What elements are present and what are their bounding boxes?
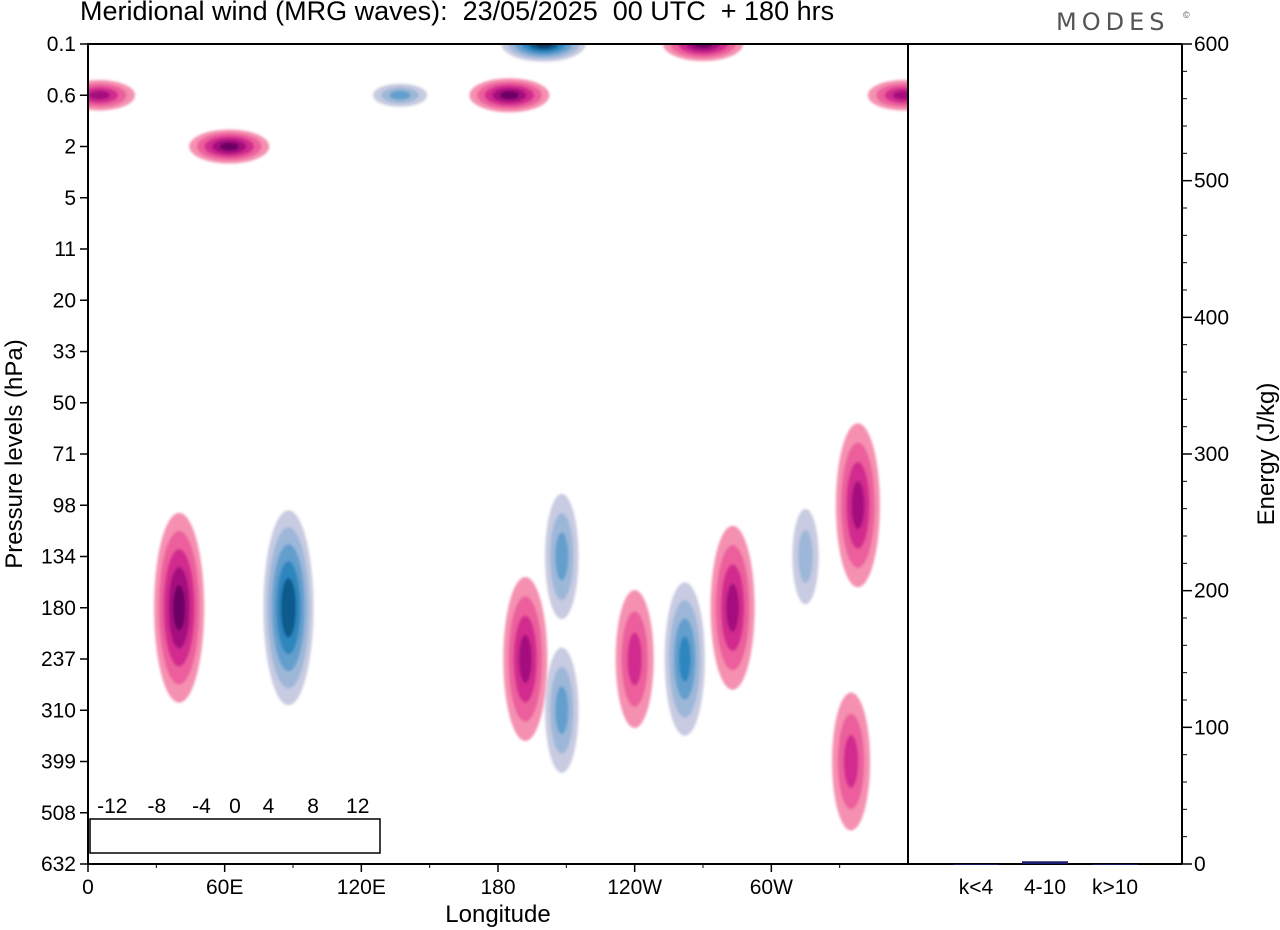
colorbar-label: -8 [148, 795, 167, 818]
energy-axis-title: Energy (J/kg) [1253, 383, 1280, 526]
colorbar-label: 0 [229, 795, 241, 818]
contour-feature [258, 493, 318, 723]
x-tick-label: 120E [337, 876, 386, 899]
contour-level [851, 481, 865, 530]
y-tick-label: 0.1 [47, 33, 76, 56]
energy-bar [1092, 864, 1138, 865]
y-tick-label: 399 [41, 751, 76, 774]
chart-title: Meridional wind (MRG waves): 23/05/2025 … [80, 0, 835, 26]
contour-feature [154, 512, 205, 703]
contour-feature [469, 78, 550, 113]
energy-bar [953, 864, 999, 865]
y-axis-title: Pressure levels (hPa) [1, 339, 28, 568]
contour-feature [835, 423, 880, 588]
heatmap-axes: 0.1 0.6 2 5 11 20 33 50 71 98 134 180 237 310 399 508 63… [1, 33, 909, 928]
contour-feature [659, 564, 710, 754]
contour-level [499, 91, 519, 100]
heatmap-frame [87, 43, 909, 865]
contour-level [726, 583, 740, 632]
energy-tick-label: 200 [1194, 580, 1229, 603]
x-tick-label: 60E [206, 876, 243, 899]
y-tick-label: 71 [53, 443, 76, 466]
energy-category-label: 4-10 [1024, 876, 1066, 899]
contour-level [892, 90, 908, 100]
y-tick-label: 310 [41, 699, 76, 722]
y-tick-label: 0.6 [47, 84, 76, 107]
contour-level [555, 686, 569, 735]
energy-bar-axes: 0 100 200 300 400 500 600 Energy (J/kg) [907, 33, 1280, 876]
y-tick-label: 50 [53, 392, 76, 415]
contour-level [173, 585, 186, 631]
contour-level [219, 142, 239, 151]
contour-level [280, 578, 297, 638]
contour-feature [494, 44, 593, 65]
colorbar-label: -4 [192, 795, 211, 818]
y-tick-label: 11 [54, 238, 76, 261]
colorbar-label: -12 [97, 795, 127, 818]
contour-feature [434, 616, 461, 702]
energy-category-label: k<4 [959, 876, 994, 899]
energy-tick-label: 0 [1194, 853, 1206, 876]
contour-field [88, 44, 908, 831]
y-tick-label: 98 [53, 494, 76, 517]
x-tick-label: 120W [607, 876, 662, 899]
contour-level [518, 634, 532, 684]
contour-feature [189, 129, 270, 164]
colorbar-label: 12 [346, 795, 369, 818]
energy-tick-label: 100 [1194, 716, 1229, 739]
contour-feature [539, 628, 584, 793]
y-tick-label: 180 [41, 597, 76, 620]
contour-feature [710, 525, 755, 690]
energy-tick-label: 300 [1194, 443, 1229, 466]
contour-level [843, 735, 859, 788]
contour-feature [832, 692, 871, 831]
colorbar: -12 -8 -4 0 4 8 12 [89, 795, 381, 854]
y-tick-label: 5 [64, 187, 76, 210]
colorbar-label: 4 [263, 795, 275, 818]
y-tick-label: 134 [41, 546, 76, 569]
colorbar-frame [89, 818, 381, 854]
energy-bars: k<4 4-10 k>10 [953, 861, 1138, 899]
brand-copyright-mark: © [1183, 10, 1190, 20]
energy-bar [1022, 861, 1068, 864]
contour-level [88, 90, 110, 100]
contour-level [627, 632, 642, 686]
brand-logo: MODES [1056, 8, 1170, 36]
x-tick-label: 180 [480, 876, 515, 899]
energy-tick-label: 500 [1194, 170, 1229, 193]
colorbar-label: 8 [307, 795, 319, 818]
contour-level [678, 636, 691, 682]
y-tick-label: 2 [64, 136, 76, 159]
contour-feature [539, 474, 584, 639]
energy-tick-label: 600 [1194, 33, 1229, 56]
contour-level [434, 616, 461, 702]
contour-feature [867, 80, 908, 111]
contour-feature [364, 80, 436, 111]
y-tick-label: 33 [53, 341, 76, 364]
x-tick-label: 60W [750, 876, 793, 899]
energy-category-label: k>10 [1092, 876, 1138, 899]
contour-level [555, 532, 569, 581]
y-tick-label: 20 [53, 289, 76, 312]
y-tick-label: 508 [41, 802, 76, 825]
contour-feature [88, 80, 135, 111]
energy-tick-label: 400 [1194, 306, 1229, 329]
contour-level [798, 530, 813, 583]
contour-feature [503, 577, 548, 741]
contour-feature [663, 44, 743, 61]
x-axis-title: Longitude [445, 901, 550, 928]
y-tick-label: 237 [41, 648, 76, 671]
y-tick-label: 632 [41, 853, 76, 876]
contour-feature [615, 590, 654, 728]
contour-feature [786, 487, 825, 626]
contour-level [389, 90, 411, 100]
x-tick-label: 0 [82, 876, 94, 899]
